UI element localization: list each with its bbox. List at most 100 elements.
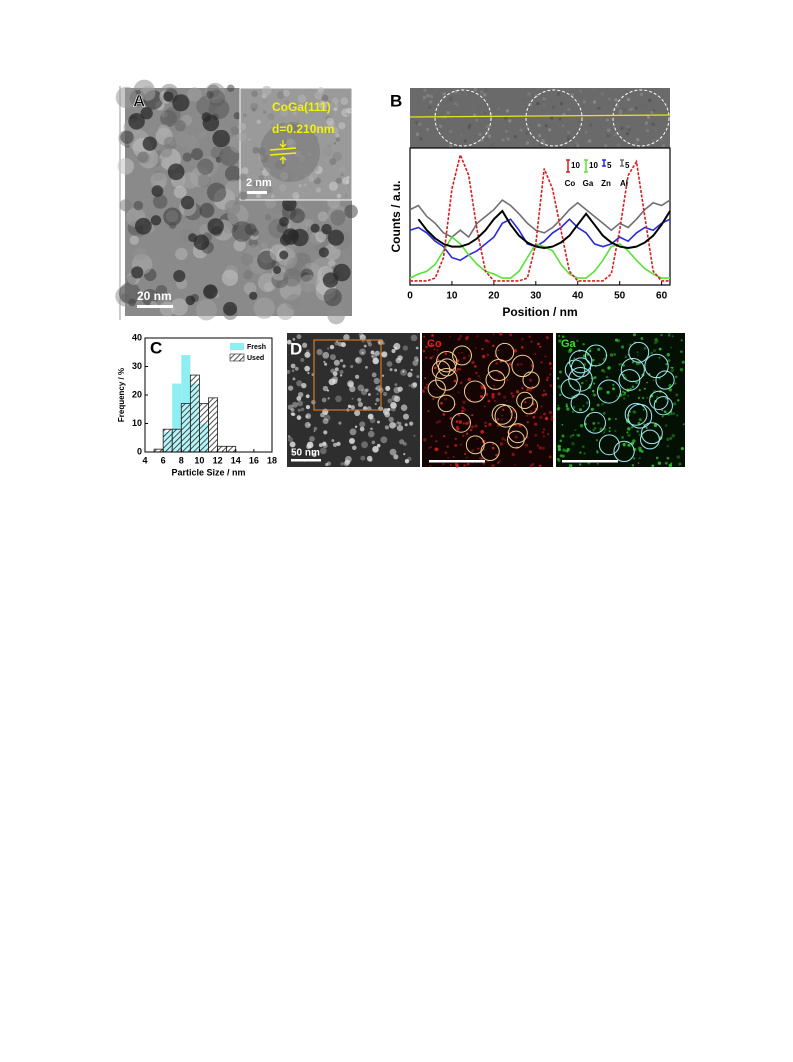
panel-label: B bbox=[390, 91, 402, 110]
texture-dot bbox=[565, 405, 569, 408]
texture-dot bbox=[338, 421, 342, 425]
texture-dot bbox=[576, 339, 579, 343]
texture-dot bbox=[325, 462, 329, 467]
particle-circle bbox=[585, 344, 607, 367]
texture-dot bbox=[419, 122, 423, 126]
texture-dot bbox=[461, 351, 463, 354]
texture-dot bbox=[430, 342, 433, 346]
texture-dot bbox=[606, 134, 610, 138]
panel-label: A bbox=[133, 91, 145, 110]
texture-dot bbox=[419, 137, 423, 141]
inset-spacing: d=0.210nm bbox=[272, 122, 334, 136]
texture-dot bbox=[394, 368, 398, 372]
texture-dot bbox=[304, 351, 311, 358]
texture-dot bbox=[182, 152, 192, 162]
texture-dot bbox=[680, 350, 683, 354]
texture-dot bbox=[615, 104, 619, 108]
texture-dot bbox=[370, 350, 375, 355]
texture-dot bbox=[654, 128, 658, 132]
texture-dot bbox=[412, 382, 418, 387]
texture-dot bbox=[305, 394, 310, 399]
nanoparticle bbox=[212, 129, 230, 148]
texture-dot bbox=[318, 443, 323, 448]
texture-dot bbox=[542, 434, 546, 438]
texture-dot bbox=[329, 354, 336, 361]
texture-dot bbox=[557, 404, 560, 407]
texture-dot bbox=[429, 94, 433, 98]
texture-dot bbox=[680, 339, 683, 342]
texture-dot bbox=[592, 393, 596, 397]
texture-dot bbox=[591, 358, 595, 362]
texture-dot bbox=[588, 139, 592, 143]
particle-circle bbox=[435, 368, 458, 391]
texture-dot bbox=[660, 138, 664, 142]
texture-dot bbox=[421, 389, 425, 393]
nanoparticle bbox=[167, 163, 185, 181]
texture-dot bbox=[434, 447, 439, 452]
texture-dot bbox=[472, 105, 476, 109]
particle-circle bbox=[649, 390, 669, 410]
texture-dot bbox=[119, 199, 132, 212]
texture-dot bbox=[646, 381, 648, 384]
texture-dot bbox=[561, 124, 565, 128]
particle-circle bbox=[516, 391, 534, 409]
texture-dot bbox=[258, 175, 265, 181]
texture-dot bbox=[682, 423, 685, 426]
texture-dot bbox=[628, 108, 632, 112]
texture-dot bbox=[513, 463, 516, 466]
texture-dot bbox=[158, 124, 170, 136]
texture-dot bbox=[567, 88, 571, 92]
texture-dot bbox=[582, 404, 585, 407]
roi-box bbox=[313, 339, 382, 411]
texture-dot bbox=[318, 142, 322, 146]
texture-dot bbox=[500, 418, 504, 421]
texture-dot bbox=[477, 447, 480, 450]
texture-dot bbox=[491, 395, 495, 399]
texture-dot bbox=[283, 268, 302, 287]
panel-label: C bbox=[150, 338, 162, 357]
texture-dot bbox=[454, 369, 458, 373]
texture-dot bbox=[394, 383, 398, 387]
texture-dot bbox=[195, 299, 217, 321]
texture-dot bbox=[391, 394, 399, 402]
texture-dot bbox=[647, 115, 651, 119]
texture-dot bbox=[537, 123, 541, 127]
texture-dot bbox=[402, 370, 405, 373]
texture-dot bbox=[511, 394, 515, 398]
texture-dot bbox=[369, 417, 376, 424]
texture-dot bbox=[562, 448, 566, 452]
texture-dot bbox=[626, 394, 630, 397]
texture-dot bbox=[668, 334, 671, 337]
texture-dot bbox=[604, 144, 608, 148]
texture-dot bbox=[296, 380, 303, 387]
texture-dot bbox=[389, 368, 393, 372]
texture-dot bbox=[620, 345, 625, 349]
texture-dot bbox=[409, 421, 414, 426]
texture-dot bbox=[440, 401, 443, 405]
panel-label: D bbox=[290, 339, 302, 358]
texture-dot bbox=[637, 354, 639, 357]
texture-dot bbox=[296, 120, 300, 123]
texture-dot bbox=[348, 437, 355, 444]
particle-circle bbox=[613, 440, 635, 463]
texture-dot bbox=[491, 392, 495, 396]
texture-dot bbox=[556, 407, 560, 411]
texture-dot bbox=[349, 385, 356, 393]
texture-dot bbox=[588, 350, 592, 353]
texture-dot bbox=[286, 369, 291, 375]
texture-dot bbox=[442, 363, 445, 365]
texture-dot bbox=[323, 414, 331, 422]
texture-dot bbox=[127, 215, 137, 225]
particle-circle bbox=[655, 370, 675, 390]
texture-dot bbox=[292, 338, 296, 341]
texture-dot bbox=[355, 374, 360, 379]
texture-dot bbox=[550, 116, 554, 120]
texture-dot bbox=[459, 334, 463, 338]
texture-dot bbox=[536, 102, 540, 106]
texture-dot bbox=[348, 381, 354, 388]
particle bbox=[260, 122, 320, 182]
texture-dot bbox=[495, 453, 498, 457]
legend-scale bbox=[620, 159, 624, 167]
texture-dot bbox=[627, 128, 631, 132]
texture-dot bbox=[323, 360, 326, 363]
